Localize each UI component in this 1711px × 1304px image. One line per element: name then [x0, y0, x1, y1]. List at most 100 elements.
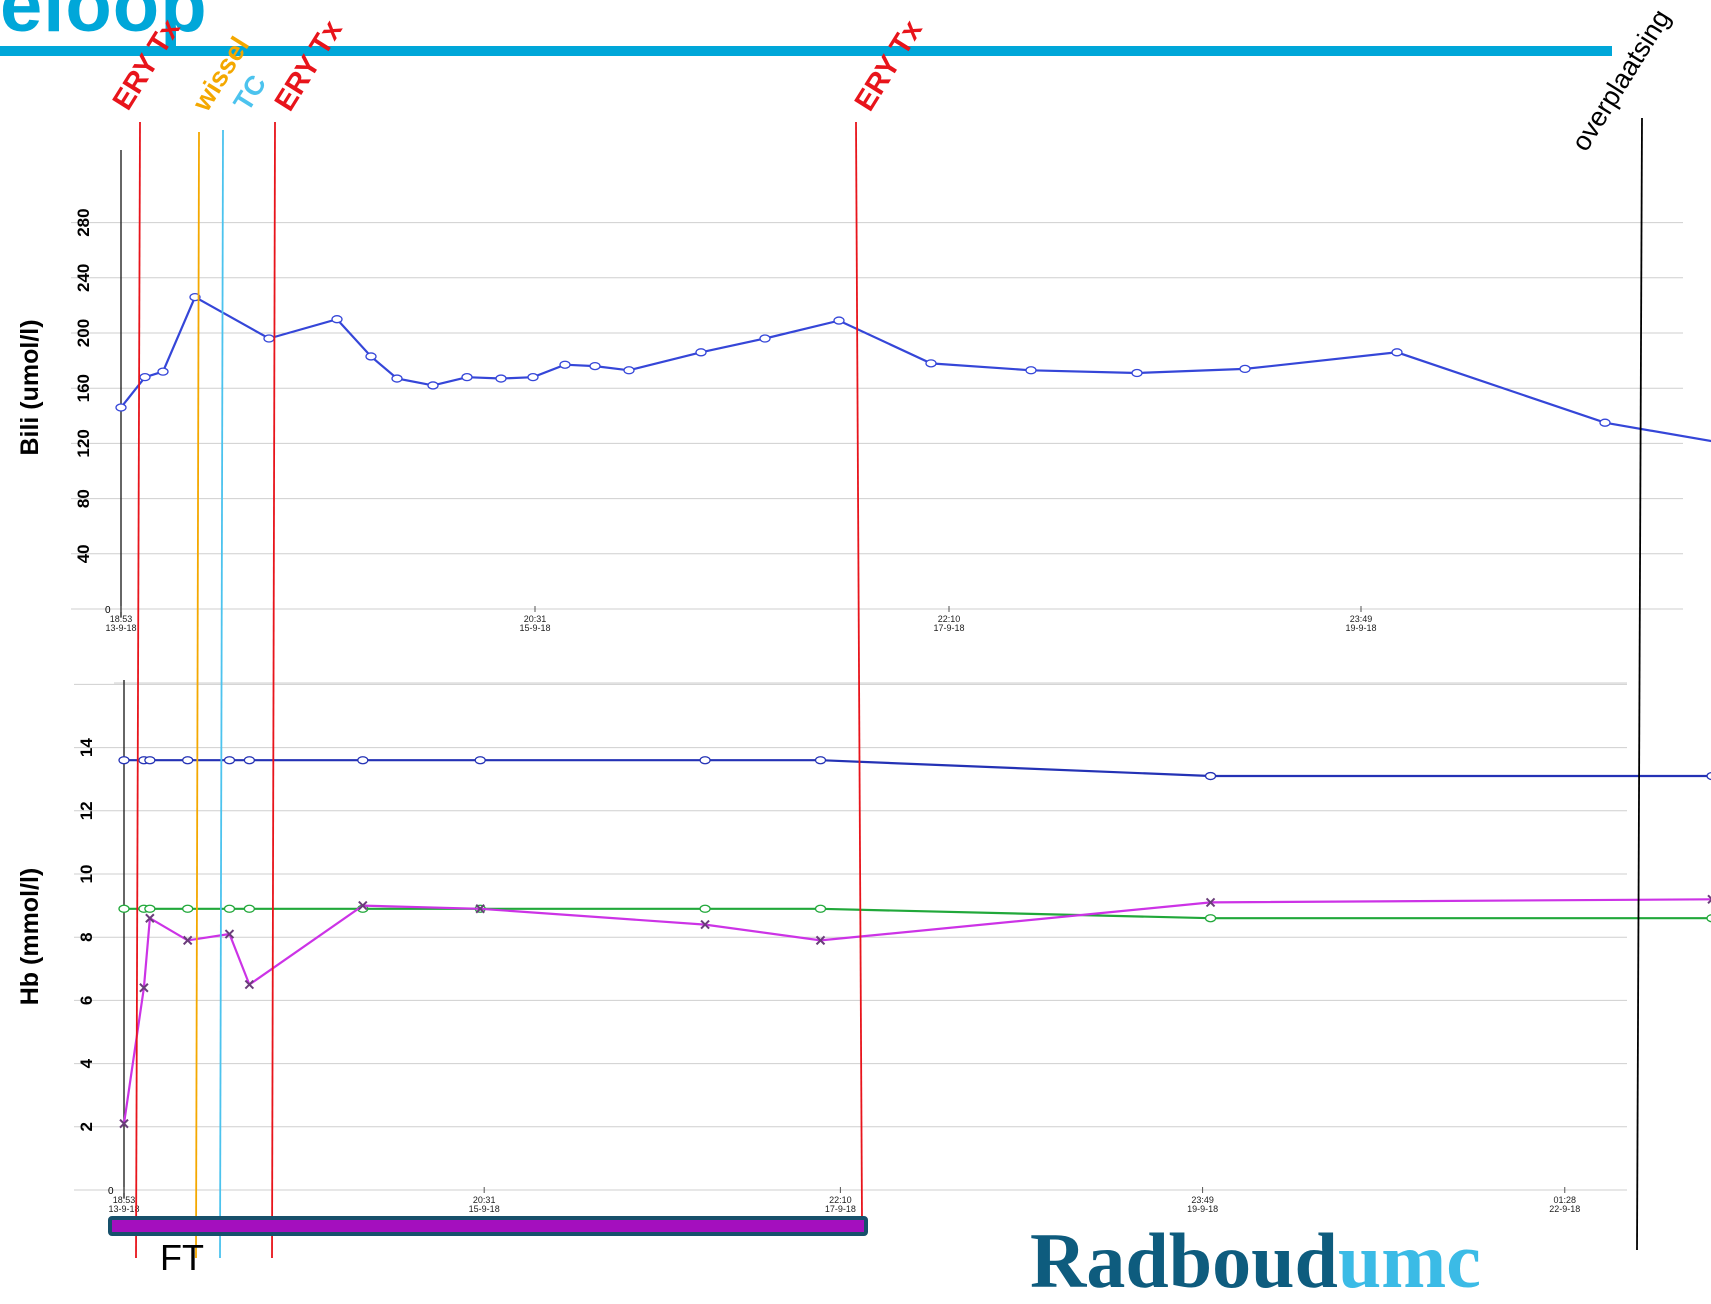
data-point: [695, 348, 707, 357]
event-line: [271, 121, 276, 1259]
cross-stroke: [119, 1118, 129, 1129]
slide-title: eloop: [0, 0, 208, 48]
data-point: [527, 373, 539, 382]
data-point: [331, 315, 343, 324]
x-tick-date: 13-9-18: [105, 623, 136, 633]
data-point-cross: [224, 929, 235, 939]
y-tick-label: 4: [77, 1058, 96, 1068]
data-point-cross: [358, 900, 368, 911]
data-point: [263, 334, 275, 343]
data-point: [699, 756, 711, 765]
data-point: [1706, 914, 1711, 923]
y-tick-label: 10: [77, 865, 96, 884]
cross-stroke: [358, 900, 368, 911]
data-point: [833, 316, 845, 325]
data-point: [1204, 914, 1217, 923]
cross-stroke: [145, 913, 155, 923]
x-tick-time: 20:31: [473, 1195, 496, 1205]
data-point: [223, 904, 236, 913]
data-point: [814, 756, 827, 765]
series-line-1-1: [120, 295, 1711, 443]
data-point: [1391, 348, 1403, 357]
x-tick-date: 22-9-18: [1549, 1204, 1580, 1214]
data-point: [1239, 364, 1251, 374]
event-line: [219, 129, 224, 1259]
x-tick-time: 20:31: [524, 614, 547, 624]
data-point-cross: [700, 919, 710, 930]
cross-stroke: [182, 935, 193, 946]
data-point: [365, 352, 377, 361]
data-point-cross: [475, 904, 485, 914]
y-tick-label: 2: [77, 1122, 96, 1131]
x-tick-date: 19-9-18: [1345, 623, 1376, 633]
data-point: [182, 756, 194, 765]
data-point: [144, 756, 156, 765]
event-label: ERY Tx: [849, 15, 929, 117]
radboudumc-logo: Radboudumc: [1030, 1222, 1481, 1300]
y-tick-label: 40: [74, 544, 93, 563]
y-tick-label: 240: [74, 264, 93, 292]
y-tick-label: 80: [74, 489, 93, 508]
logo-part-umc: umc: [1337, 1217, 1481, 1304]
y-tick-label: 12: [77, 801, 96, 820]
data-point-cross: [244, 979, 255, 990]
data-point-cross: [119, 1118, 129, 1129]
x-tick-time: 01:28: [1553, 1195, 1576, 1205]
y-tick-label: 8: [77, 932, 96, 941]
data-point: [474, 756, 486, 765]
data-point-cross: [1205, 897, 1216, 908]
y-tick-label: 280: [74, 208, 93, 236]
y-tick-label: 200: [74, 319, 93, 347]
data-point: [118, 904, 130, 913]
data-point: [1131, 368, 1143, 378]
event-label: overplaatsing: [1566, 4, 1677, 156]
data-point-cross: [145, 913, 155, 923]
cross-stroke: [1707, 898, 1711, 904]
data-point: [589, 361, 601, 371]
data-point: [559, 360, 571, 369]
data-point: [925, 359, 937, 368]
y-tick-label: 0: [108, 1186, 114, 1197]
x-tick-date: 13-9-18: [108, 1204, 139, 1214]
logo-part-radboud: Radboud: [1030, 1217, 1338, 1304]
data-point-cross: [1707, 894, 1711, 904]
y-axis-title: Bili (umol/l): [16, 319, 44, 455]
data-point: [189, 292, 201, 302]
event-line: [1636, 117, 1643, 1251]
data-point: [1599, 418, 1611, 427]
data-point: [699, 904, 711, 913]
title-underline: [0, 46, 1612, 56]
x-tick-time: 18:53: [113, 1195, 136, 1205]
data-point: [495, 374, 507, 383]
event-line: [135, 121, 141, 1259]
x-tick-date: 15-9-18: [519, 623, 550, 633]
data-point: [623, 366, 635, 375]
y-axis-title: Hb (mmol/l): [16, 868, 44, 1006]
cross-stroke: [224, 929, 235, 939]
y-tick-label: 160: [74, 374, 93, 402]
ft-label: FT: [160, 1237, 204, 1278]
data-point: [144, 904, 156, 913]
data-point-cross: [139, 983, 149, 993]
data-point: [427, 381, 439, 390]
cross-stroke: [475, 904, 485, 914]
x-tick-date: 17-9-18: [933, 623, 964, 633]
x-tick-date: 17-9-18: [825, 1204, 856, 1214]
cross-stroke: [700, 919, 710, 930]
event-line: [195, 131, 200, 1259]
data-point: [357, 756, 369, 765]
cross-stroke: [1205, 897, 1216, 908]
data-point: [139, 373, 151, 382]
data-point: [115, 403, 127, 412]
y-tick-label: 120: [74, 429, 93, 457]
data-point: [461, 373, 473, 382]
data-point-cross: [182, 935, 193, 946]
cross-stroke: [139, 983, 149, 993]
x-tick-date: 15-9-18: [469, 1204, 500, 1214]
x-tick-time: 18:53: [110, 614, 133, 624]
x-tick-time: 23:49: [1350, 614, 1373, 624]
data-point: [182, 904, 194, 913]
event-label: ERY Tx: [269, 15, 349, 117]
y-tick-label: 0: [105, 605, 111, 616]
